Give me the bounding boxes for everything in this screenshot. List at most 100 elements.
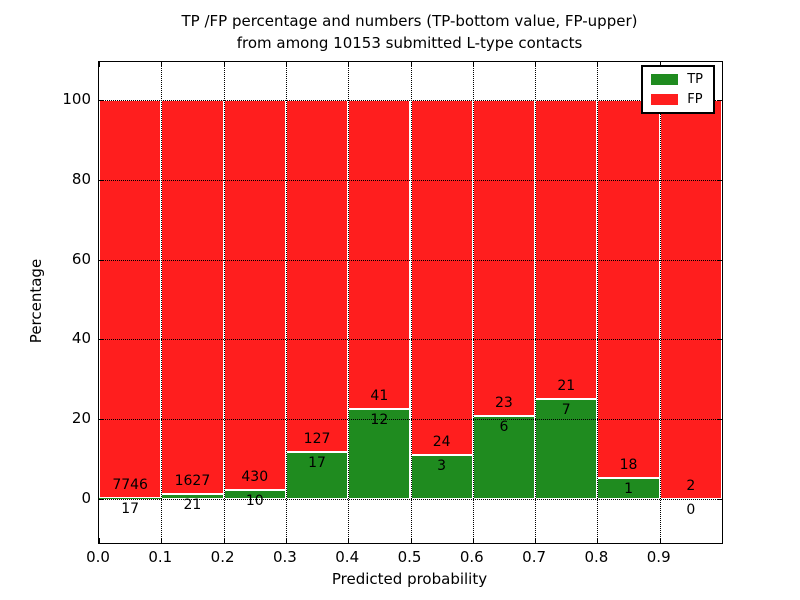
v-gridline-0.7 xyxy=(535,62,537,543)
y-tick-mark-left xyxy=(99,499,104,500)
fp-count-label: 430 xyxy=(241,468,269,485)
v-gridline-0.4 xyxy=(348,62,350,543)
h-gridline-0 xyxy=(99,499,722,500)
y-tick-label: 0 xyxy=(81,489,91,507)
legend-label-fp: FP xyxy=(687,92,703,107)
x-axis-label: Predicted probability xyxy=(331,570,488,588)
bar-tp-0.4 xyxy=(348,408,411,499)
x-tick-mark-top xyxy=(659,62,661,67)
x-tick-label: 0.5 xyxy=(397,548,422,566)
bar-tp-0.5 xyxy=(410,454,473,499)
x-tick-mark-top xyxy=(161,62,163,67)
chart-title: TP /FP percentage and numbers (TP-bottom… xyxy=(98,10,721,54)
v-gridline-0.3 xyxy=(285,62,287,543)
tp-count-label: 0 xyxy=(686,502,696,518)
fp-count-label: 2 xyxy=(686,478,696,494)
bar-fp-0.6 xyxy=(472,100,536,417)
y-tick-mark-left xyxy=(99,419,104,421)
x-tick-mark-top xyxy=(472,62,474,67)
y-tick-mark-right xyxy=(717,259,722,261)
fp-count-label: 7746 xyxy=(112,477,148,494)
y-tick-label: 20 xyxy=(71,409,91,428)
x-tick-mark-top xyxy=(99,62,100,67)
legend-swatch-fp xyxy=(651,94,679,105)
fp-count-label: 41 xyxy=(370,387,389,404)
legend-entry-tp: TP xyxy=(651,73,703,86)
tp-count-label: 21 xyxy=(183,496,202,513)
bar-fp-0.2 xyxy=(223,100,286,490)
x-tick-mark-bottom xyxy=(223,538,225,543)
h-gridline-60 xyxy=(99,259,722,261)
fp-count-label: 18 xyxy=(619,457,638,473)
bar-fp-0.5 xyxy=(410,100,473,455)
y-tick-mark-left xyxy=(99,179,104,181)
h-gridline-20 xyxy=(99,419,722,421)
bar-tp-0.3 xyxy=(285,451,349,499)
x-tick-label: 0.6 xyxy=(459,548,484,566)
legend-label-tp: TP xyxy=(687,72,703,87)
h-gridline-40 xyxy=(99,339,722,341)
x-tick-mark-bottom xyxy=(410,538,412,543)
v-gridline-0.9 xyxy=(659,62,661,543)
y-tick-mark-left xyxy=(99,339,104,341)
x-tick-mark-top xyxy=(535,62,537,67)
tp-count-label: 1 xyxy=(624,481,634,497)
fp-count-label: 127 xyxy=(303,430,331,447)
x-tick-mark-bottom xyxy=(99,538,100,543)
x-tick-mark-top xyxy=(223,62,225,67)
bar-fp-0.4 xyxy=(348,100,411,409)
y-tick-mark-left xyxy=(99,100,104,101)
v-gridline-0.1 xyxy=(161,62,163,543)
x-tick-mark-bottom xyxy=(659,538,661,543)
y-tick-label: 80 xyxy=(71,169,91,188)
legend-swatch-tp xyxy=(651,74,679,85)
y-tick-mark-right xyxy=(717,179,722,181)
y-tick-mark-left xyxy=(99,259,104,261)
chart-title-line2: from among 10153 submitted L-type contac… xyxy=(236,34,583,52)
x-tick-label: 0.3 xyxy=(272,548,297,566)
v-gridline-0.5 xyxy=(410,62,412,543)
tp-count-label: 12 xyxy=(370,411,389,428)
x-tick-label: 0.2 xyxy=(210,548,235,566)
x-tick-mark-bottom xyxy=(597,538,599,543)
tp-count-label: 3 xyxy=(437,457,447,474)
x-tick-label: 0.1 xyxy=(148,548,173,566)
tp-count-label: 7 xyxy=(561,402,571,419)
fp-count-label: 1627 xyxy=(174,472,211,489)
tp-count-label: 17 xyxy=(121,501,140,518)
x-tick-mark-bottom xyxy=(348,538,350,543)
x-tick-label: 0.4 xyxy=(335,548,360,566)
h-gridline-100 xyxy=(99,100,722,101)
tp-count-label: 6 xyxy=(499,419,509,436)
v-gridline-0.2 xyxy=(223,62,225,543)
x-tick-mark-top xyxy=(348,62,350,67)
y-tick-mark-right xyxy=(717,100,722,101)
x-tick-mark-bottom xyxy=(161,538,163,543)
bar-fp-0.1 xyxy=(161,100,224,494)
x-tick-mark-top xyxy=(597,62,599,67)
y-tick-mark-right xyxy=(717,339,722,341)
tp-count-label: 17 xyxy=(308,454,326,471)
h-gridline-80 xyxy=(99,179,722,181)
x-tick-mark-bottom xyxy=(535,538,537,543)
legend: TP FP xyxy=(641,65,715,114)
fp-count-label: 21 xyxy=(557,378,576,395)
y-tick-label: 40 xyxy=(71,329,91,348)
legend-entry-fp: FP xyxy=(651,93,703,106)
y-tick-mark-right xyxy=(717,499,722,500)
bar-fp-0.3 xyxy=(285,100,349,452)
fp-count-label: 23 xyxy=(495,395,513,412)
v-gridline-0.8 xyxy=(597,62,599,543)
plot-area: 7746 17 1627 21 430 10 127 17 41 12 24 3 23 6 21 7 18 1 2 0… xyxy=(98,61,723,544)
bar-fp-0.8 xyxy=(597,100,660,478)
tp-count-label: 10 xyxy=(245,492,264,509)
x-tick-mark-bottom xyxy=(285,538,287,543)
bar-fp-0.7 xyxy=(535,100,598,400)
x-tick-mark-bottom xyxy=(472,538,474,543)
x-tick-label: 0.9 xyxy=(646,548,671,566)
y-tick-label: 100 xyxy=(62,90,91,108)
x-tick-label: 0.0 xyxy=(86,548,110,566)
x-tick-mark-top xyxy=(285,62,287,67)
y-tick-label: 60 xyxy=(71,249,91,268)
